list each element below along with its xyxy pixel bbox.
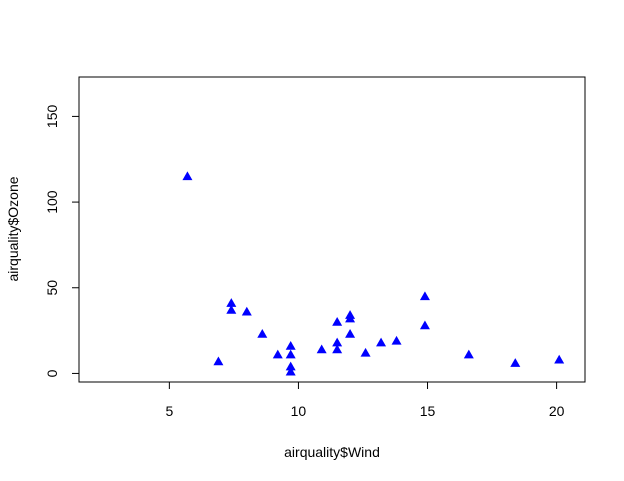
data-point [332,344,343,354]
x-axis-label: airquality$Wind [284,444,380,460]
y-axis: 0 50 100 150 [44,105,80,377]
data-point [316,344,327,354]
x-tick-label: 15 [420,403,436,419]
data-point [391,335,402,345]
data-point [345,329,356,338]
data-point [226,305,237,314]
data-point [419,320,430,330]
x-axis: 5 10 15 20 [165,381,565,419]
y-axis-label: airquality$Ozone [5,176,21,281]
y-tick-label: 0 [44,369,60,377]
data-point [554,354,565,364]
data-point [360,347,371,357]
y-tick-label: 150 [44,105,60,129]
data-points [182,171,565,376]
data-point [226,298,237,307]
data-point [463,349,474,359]
data-point [257,329,268,338]
data-point [272,349,283,359]
data-point [241,306,252,316]
x-tick-label: 5 [165,403,173,419]
data-point [182,171,193,181]
data-point [332,337,343,347]
data-point [510,358,521,367]
y-tick-label: 50 [44,280,60,296]
plot-frame [78,76,586,383]
data-point [285,349,296,359]
data-point [345,313,356,323]
data-point [419,291,430,301]
data-point [285,361,296,371]
data-point [376,337,387,347]
data-point [213,356,224,366]
data-point [285,341,296,350]
y-tick-label: 100 [44,190,60,214]
data-point [332,317,343,326]
data-point [285,366,296,376]
x-tick-label: 20 [549,403,565,419]
x-tick-label: 10 [291,403,307,419]
